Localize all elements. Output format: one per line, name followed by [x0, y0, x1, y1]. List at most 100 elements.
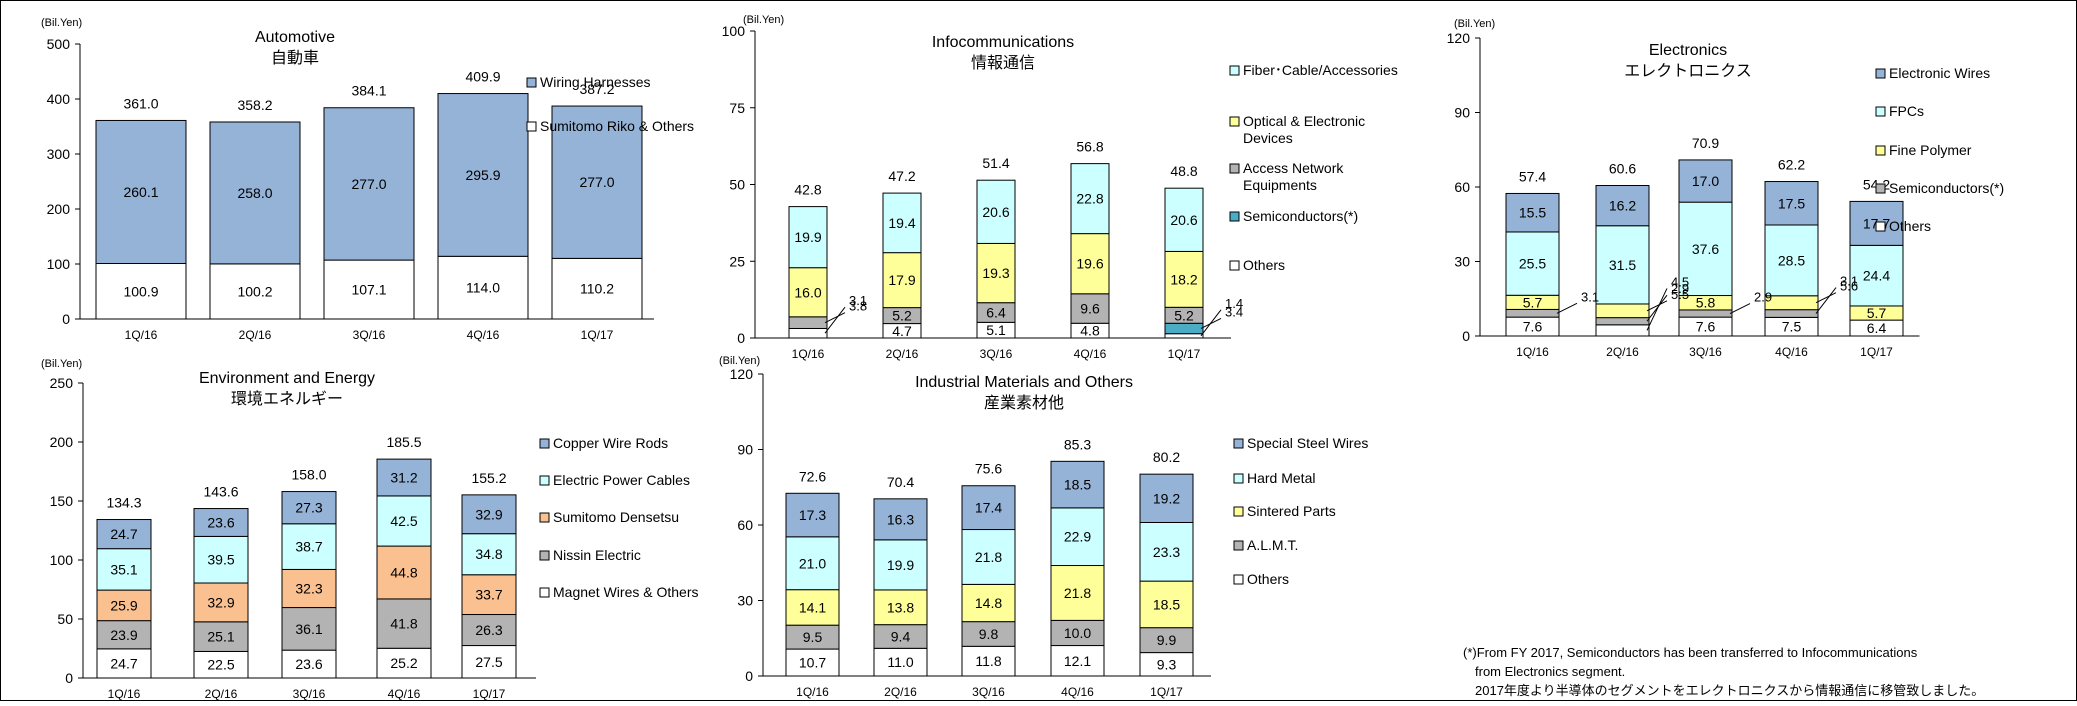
legend-swatch — [1233, 473, 1244, 484]
bar-segment — [96, 548, 152, 591]
data-label: 25.9 — [110, 597, 137, 613]
y-tick-label: 200 — [47, 201, 71, 217]
legend-swatch — [1229, 260, 1240, 271]
bar-segment — [961, 485, 1016, 531]
bar-segment — [96, 648, 152, 679]
legend-swatch — [1229, 65, 1240, 76]
total-label: 72.6 — [799, 468, 826, 484]
bar-segment — [376, 458, 432, 497]
callout-labels: 3.14.52.95.5 2.93.15.6 — [1556, 274, 1858, 331]
data-label: 17.0 — [1692, 173, 1719, 189]
callout-arrow — [1815, 287, 1837, 314]
bar-segment — [193, 535, 249, 584]
x-tick-label: 4Q/16 — [1775, 345, 1808, 359]
industrial-chart: (Bil.Yen) Industrial Materials and Others… — [719, 355, 1368, 699]
x-tick-label: 2Q/16 — [884, 685, 917, 699]
data-label: 23.6 — [207, 514, 234, 530]
data-label: 295.9 — [465, 167, 500, 183]
data-label: 6.4 — [1867, 320, 1887, 336]
x-tick-label: 1Q/17 — [581, 328, 614, 342]
total-label: 62.2 — [1778, 157, 1805, 173]
x-tick-label: 1Q/16 — [108, 687, 141, 701]
bar-segment — [788, 316, 828, 329]
data-label: 41.8 — [390, 616, 417, 632]
data-label: 23.9 — [110, 627, 137, 643]
x-tick-label: 3Q/16 — [1689, 345, 1722, 359]
unit-label: (Bil.Yen) — [743, 14, 784, 26]
total-label: 361.0 — [123, 95, 158, 111]
data-label: 7.5 — [1782, 319, 1802, 335]
data-label: 24.7 — [110, 655, 137, 671]
legend-label: Nissin Electric — [553, 547, 641, 563]
data-label: 19.9 — [794, 229, 821, 245]
total-label: 57.4 — [1519, 168, 1546, 184]
y-tick-label: 120 — [1447, 30, 1471, 46]
bar-segment — [551, 257, 643, 320]
data-label: 19.9 — [887, 557, 914, 573]
bar-segment — [376, 598, 432, 649]
bar-stack-1Q/16: 24.7 23.9 25.9 35.1 24.7 134.3 1Q/16 — [96, 495, 152, 701]
data-label: 5.8 — [1696, 295, 1716, 311]
environment-chart: (Bil.Yen) Environment and Energy 環境エネルギー 0 5… — [41, 358, 699, 701]
bar-stack-1Q/16: 100.9 260.1 361.0 1Q/16 — [95, 95, 187, 342]
legend-swatch — [1229, 116, 1240, 127]
callout-arrow — [1646, 288, 1668, 331]
legend-swatch — [1229, 163, 1240, 174]
bar-segment — [1849, 244, 1904, 307]
x-tick-label: 1Q/16 — [792, 347, 825, 361]
bar-segment — [461, 494, 517, 535]
data-label: 4.7 — [892, 323, 912, 339]
bar-segment — [976, 242, 1016, 304]
callout-label: 3.1 — [1581, 289, 1599, 304]
footnote-japanese: 2017年度より半導体のセグメントをエレクトロニクスから情報通信に移管致しました… — [1475, 683, 1984, 698]
data-label: 100.2 — [237, 283, 272, 299]
legend-label: Optical & Electronic Devices — [1243, 113, 1365, 146]
data-label: 14.1 — [799, 599, 826, 615]
bar-segment — [281, 607, 337, 651]
data-label: 20.6 — [1170, 212, 1197, 228]
data-label: 22.5 — [207, 657, 234, 673]
callout-labels: 3.13.8 1.43.4 — [824, 293, 1243, 337]
data-label: 110.2 — [580, 281, 614, 297]
bar-segment — [785, 492, 840, 538]
data-label: 20.6 — [982, 204, 1009, 220]
total-label: 134.3 — [106, 495, 141, 511]
y-tick-label: 50 — [57, 611, 73, 627]
data-label: 38.7 — [295, 539, 322, 555]
bar-segment — [1050, 460, 1105, 509]
bar-stack-4Q/16: 12.1 10.0 21.8 22.9 18.5 85.3 4Q/16 — [1050, 436, 1105, 699]
data-label: 16.0 — [794, 284, 821, 300]
bar-segment — [1164, 322, 1204, 335]
bar-stack-2Q/16: 100.2 258.0 358.2 2Q/16 — [209, 97, 301, 342]
bar-stack-3Q/16: 11.8 9.8 14.8 21.8 17.4 75.6 3Q/16 — [961, 461, 1016, 699]
legend-label: Sumitomo Densetsu — [553, 509, 679, 525]
x-tick-label: 3Q/16 — [353, 328, 386, 342]
total-label: 384.1 — [351, 83, 386, 99]
bar-segment — [1678, 201, 1733, 297]
data-label: 18.5 — [1064, 477, 1091, 493]
data-label: 19.3 — [982, 265, 1009, 281]
callout-arrow — [1556, 302, 1578, 314]
bar-segment — [1678, 309, 1733, 318]
data-label: 32.3 — [295, 580, 322, 596]
bar-segment — [551, 105, 643, 259]
footnote-english-line1: (*)From FY 2017, Semiconductors has been… — [1463, 645, 1918, 660]
x-tick-label: 3Q/16 — [972, 685, 1005, 699]
data-label: 19.2 — [1153, 490, 1180, 506]
y-tick-label: 120 — [730, 366, 754, 382]
legend-label: Magnet Wires & Others — [553, 584, 699, 600]
data-label: 5.7 — [1867, 305, 1887, 321]
data-label: 24.4 — [1863, 268, 1890, 284]
legend-label: Sintered Parts — [1247, 503, 1336, 519]
data-label: 9.3 — [1157, 656, 1177, 672]
bar-segment — [961, 583, 1016, 623]
bar-segment — [788, 206, 828, 269]
bar-segment — [882, 192, 922, 254]
callout-label: 3.1 — [1840, 274, 1858, 289]
data-label: 13.8 — [887, 599, 914, 615]
x-tick-label: 2Q/16 — [205, 687, 238, 701]
bar-segment — [323, 107, 415, 261]
callout-label: 2.9 — [1754, 290, 1772, 305]
data-label: 4.8 — [1080, 323, 1100, 339]
bar-stack-2Q/16: 31.5 16.2 60.6 2Q/16 — [1595, 161, 1650, 359]
